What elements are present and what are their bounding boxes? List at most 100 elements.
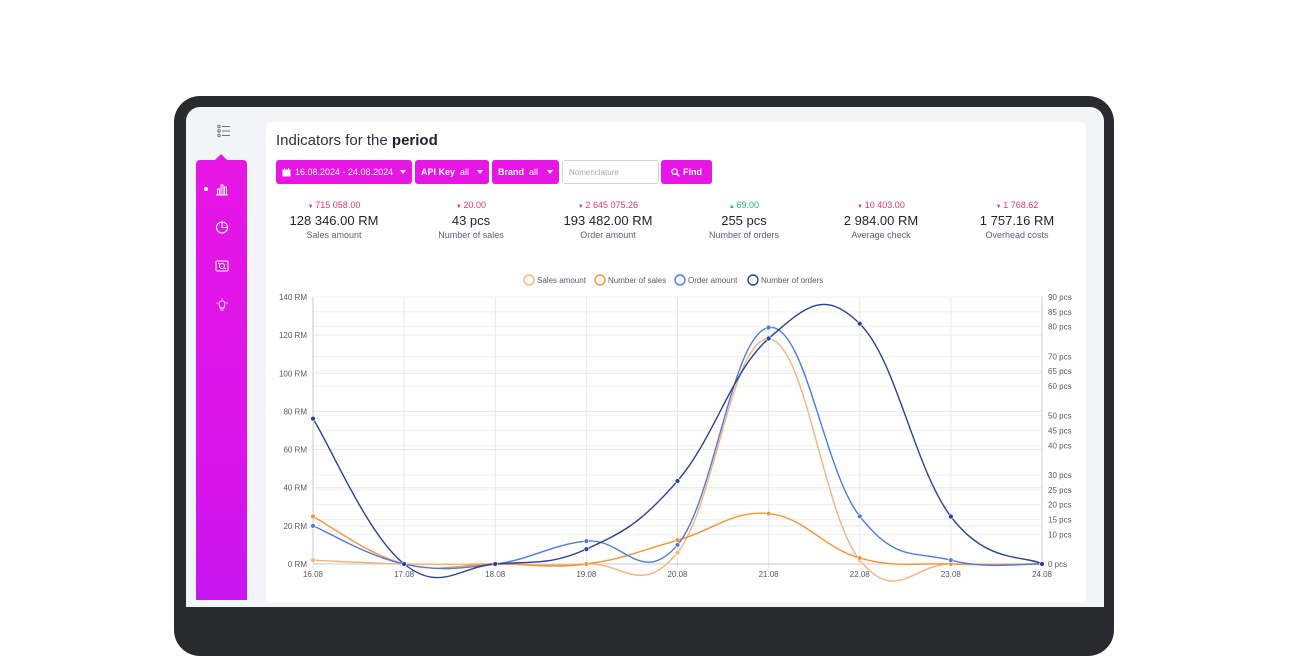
stat-delta-value: 69.00: [736, 200, 760, 210]
data-point-sales-amount: [674, 549, 681, 556]
legend-label: Order amount: [688, 276, 738, 285]
chart-container: 0 RM 20 RM 40 RM 60 RM 80 RM 100 RM 120 RM 140 …: [266, 266, 1086, 588]
y-left-tick-label: 60 RM: [283, 446, 307, 455]
x-tick-label: 19.08: [576, 570, 597, 579]
money-icon: [215, 260, 228, 272]
stat-delta: ▼ 715 058.00: [264, 199, 404, 211]
x-tick-label: 24.08: [1032, 570, 1053, 579]
data-point-order-amount: [583, 538, 590, 544]
stat-delta-value: 2 645 075.26: [585, 200, 639, 210]
pie-chart-icon: [215, 221, 228, 234]
arrow-down-icon: ▼: [577, 204, 586, 210]
page-title-prefix: Indicators for the: [276, 132, 388, 149]
page-title-bold: period: [391, 132, 438, 149]
sidebar-item-analytics[interactable]: [196, 175, 247, 203]
api-key-dropdown[interactable]: API Key all: [415, 160, 489, 184]
stat-label: Number of orders: [708, 230, 780, 240]
y-right-tick-label: 60 pcs: [1048, 382, 1072, 391]
data-point-number-of-sales: [765, 510, 772, 517]
sidebar-item-tips[interactable]: [196, 291, 247, 319]
lightbulb-icon: [216, 298, 227, 311]
y-right-tick-label: 90 pcs: [1048, 293, 1072, 302]
y-right-tick-label: 20 pcs: [1048, 501, 1072, 510]
stat-label: Number of sales: [438, 230, 504, 240]
data-point-number-of-orders: [765, 335, 772, 342]
series-line-number-of-orders: [312, 303, 1043, 579]
legend-marker: [523, 274, 535, 286]
find-button[interactable]: Find: [661, 160, 712, 184]
legend-label: Number of orders: [761, 276, 823, 285]
arrow-down-icon: ▼: [857, 204, 865, 210]
stat-delta: ▼ 1 768.62: [947, 199, 1087, 211]
line-chart: 0 RM 20 RM 40 RM 60 RM 80 RM 100 RM 120 RM 140 …: [279, 274, 1072, 582]
stat-delta: ▼ 2 645 075.26: [538, 199, 678, 211]
x-tick-label: 21.08: [759, 570, 780, 579]
data-point-number-of-orders: [310, 415, 316, 422]
arrow-down-icon: ▼: [995, 204, 1004, 210]
data-point-number-of-sales: [310, 513, 316, 520]
data-point-number-of-orders: [492, 561, 498, 567]
y-right-tick-label: 45 pcs: [1048, 427, 1072, 436]
y-left-tick-label: 120 RM: [279, 331, 307, 340]
find-label: Find: [683, 167, 702, 177]
stat-delta-value: 715 058.00: [315, 200, 361, 210]
y-right-tick-label: 10 pcs: [1048, 530, 1072, 539]
arrow-down-icon: ▼: [307, 204, 316, 210]
nomenclature-input[interactable]: [562, 160, 659, 184]
y-right-tick-label: 50 pcs: [1048, 412, 1072, 421]
calendar-icon: [282, 167, 291, 176]
stat-label: Overhead costs: [985, 230, 1049, 240]
arrow-up-icon: ▲: [728, 204, 737, 210]
data-point-number-of-orders: [857, 320, 863, 327]
stat-value: 128 346.00 RM: [289, 213, 379, 228]
api-key-label: API Key: [421, 167, 456, 177]
legend-label: Number of sales: [608, 276, 666, 285]
y-left-tick-label: 140 RM: [279, 293, 307, 302]
stat-number-of-sales: ▼ 20.00 43 pcs Number of sales: [401, 199, 541, 240]
data-point-number-of-sales: [583, 561, 590, 567]
brand-dropdown[interactable]: Brand all: [492, 160, 559, 184]
date-range-value: 16.08.2024 - 24.08.2024: [295, 167, 394, 177]
stat-value: 193 482.00 RM: [563, 213, 653, 228]
stat-overhead-costs: ▼ 1 768.62 1 757.16 RM Overhead costs: [947, 199, 1087, 240]
y-left-tick-label: 100 RM: [279, 369, 307, 378]
x-tick-label: 23.08: [941, 570, 962, 579]
y-right-tick-label: 30 pcs: [1048, 471, 1072, 480]
stat-delta-value: 1 768.62: [1003, 200, 1039, 210]
sidebar-notch: [215, 154, 227, 160]
x-tick-label: 22.08: [850, 570, 871, 579]
y-right-tick-label: 80 pcs: [1048, 323, 1072, 332]
data-point-number-of-sales: [857, 555, 863, 561]
search-icon: [671, 167, 680, 177]
api-key-value: all: [460, 167, 470, 177]
data-point-order-amount: [857, 513, 863, 520]
sidebar-item-finance[interactable]: [196, 252, 247, 280]
sidebar-item-reports[interactable]: [196, 213, 247, 241]
bar-chart-icon: [215, 184, 228, 196]
data-point-number-of-orders: [583, 546, 590, 552]
y-left-tick-label: 40 RM: [283, 484, 307, 493]
y-right-tick-label: 40 pcs: [1048, 441, 1072, 450]
arrow-down-icon: ▼: [455, 204, 464, 210]
date-range-picker[interactable]: 16.08.2024 - 24.08.2024: [276, 160, 412, 184]
data-point-number-of-orders: [948, 513, 954, 520]
y-right-tick-label: 25 pcs: [1048, 486, 1072, 495]
data-point-order-amount: [948, 557, 954, 563]
stat-average-check: ▼ 10 403.00 2 984.00 RM Average check: [811, 199, 951, 240]
stat-label: Order amount: [580, 230, 636, 240]
data-point-order-amount: [765, 324, 772, 331]
series-line-order-amount: [312, 326, 1043, 570]
stat-value: 43 pcs: [451, 213, 491, 228]
menu-list-icon[interactable]: [217, 124, 231, 138]
data-point-order-amount: [310, 523, 316, 529]
data-point-order-amount: [674, 542, 681, 548]
y-right-tick-label: 0 pcs: [1048, 560, 1067, 569]
y-left-tick-label: 80 RM: [283, 407, 307, 416]
x-tick-label: 17.08: [394, 570, 415, 579]
chevron-down-icon: [477, 170, 483, 174]
stat-order-amount: ▼ 2 645 075.26 193 482.00 RM Order amount: [538, 199, 678, 240]
brand-value: all: [529, 167, 539, 177]
stat-number-of-orders: ▲ 69.00 255 pcs Number of orders: [674, 199, 814, 240]
y-right-tick-label: 85 pcs: [1048, 308, 1072, 317]
chevron-down-icon: [547, 170, 553, 174]
